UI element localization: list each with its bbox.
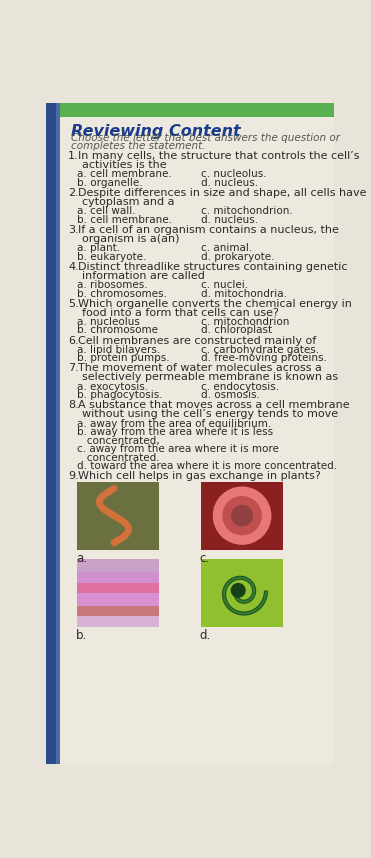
Text: Distinct threadlike structures containing genetic: Distinct threadlike structures containin… [78,262,348,272]
FancyBboxPatch shape [46,103,56,764]
Text: c. away from the area where it is more: c. away from the area where it is more [78,444,279,454]
Text: a. away from the area of equilibrium.: a. away from the area of equilibrium. [78,419,272,429]
Text: d.: d. [200,629,211,642]
Circle shape [213,487,271,544]
Text: 5.: 5. [68,299,79,309]
FancyBboxPatch shape [78,607,159,616]
Text: food into a form that cells can use?: food into a form that cells can use? [82,308,279,317]
Text: Cell membranes are constructed mainly of: Cell membranes are constructed mainly of [78,335,316,346]
Text: d. toward the area where it is more concentrated.: d. toward the area where it is more conc… [78,461,338,471]
Text: b. organelle.: b. organelle. [78,178,143,188]
FancyBboxPatch shape [201,482,283,550]
Text: 4.: 4. [68,262,79,272]
Text: 3.: 3. [68,225,79,234]
Text: without using the cell’s energy tends to move: without using the cell’s energy tends to… [82,409,338,420]
Text: a.: a. [76,552,87,565]
Text: d. nucleus.: d. nucleus. [201,178,259,188]
Text: Reviewing Content: Reviewing Content [71,124,241,139]
Text: concentrated.: concentrated. [78,452,160,462]
Text: c. nucleolus.: c. nucleolus. [201,169,267,179]
Text: c. mitochondrion: c. mitochondrion [201,317,290,327]
Text: information are called: information are called [82,271,205,281]
FancyBboxPatch shape [60,103,334,764]
Text: 1.: 1. [68,151,79,160]
Text: A substance that moves across a cell membrane: A substance that moves across a cell mem… [78,400,350,410]
Text: c. mitochondrion.: c. mitochondrion. [201,206,293,216]
Text: completes the statement.: completes the statement. [71,141,206,151]
Text: Choose the letter that best answers the question or: Choose the letter that best answers the … [71,133,340,143]
Text: d. mitochondria.: d. mitochondria. [201,288,288,299]
Text: 8.: 8. [68,400,79,410]
Text: 6.: 6. [68,335,79,346]
Text: c. animal.: c. animal. [201,243,253,253]
Text: b. chromosome: b. chromosome [78,325,158,335]
Text: d. osmosis.: d. osmosis. [201,390,260,400]
Text: b.: b. [76,629,87,642]
FancyBboxPatch shape [78,583,159,593]
Text: activities is the: activities is the [82,160,167,170]
Text: cytoplasm and a: cytoplasm and a [82,196,174,207]
Text: Which cell helps in gas exchange in plants?: Which cell helps in gas exchange in plan… [78,471,321,481]
Text: selectively permeable membrane is known as: selectively permeable membrane is known … [82,372,338,383]
Text: a. exocytosis.: a. exocytosis. [78,382,148,392]
Circle shape [232,583,245,597]
Text: 9.: 9. [68,471,79,481]
Text: b. eukaryote.: b. eukaryote. [78,251,147,262]
Text: a. cell wall.: a. cell wall. [78,206,136,216]
Text: The movement of water molecules across a: The movement of water molecules across a [78,363,322,373]
Text: a. nucleolus: a. nucleolus [78,317,140,327]
Text: Which organelle converts the chemical energy in: Which organelle converts the chemical en… [78,299,352,309]
Text: a. cell membrane.: a. cell membrane. [78,169,172,179]
Circle shape [232,505,252,526]
Text: d. free-moving proteins.: d. free-moving proteins. [201,353,327,363]
Text: organism is a(an): organism is a(an) [82,234,180,244]
FancyBboxPatch shape [78,616,159,626]
Text: concentrated,: concentrated, [78,436,160,445]
Text: 2.: 2. [68,188,79,197]
Circle shape [223,497,261,535]
Text: b. away from the area where it is less: b. away from the area where it is less [78,427,273,437]
Text: d. nucleus.: d. nucleus. [201,214,259,225]
Text: d. prokaryote.: d. prokaryote. [201,251,275,262]
Text: c.: c. [200,552,210,565]
FancyBboxPatch shape [78,572,159,583]
Text: b. cell membrane.: b. cell membrane. [78,214,173,225]
FancyBboxPatch shape [201,559,283,626]
Text: a. plant.: a. plant. [78,243,121,253]
Text: In many cells, the structure that controls the cell’s: In many cells, the structure that contro… [78,151,359,160]
Text: c. nuclei.: c. nuclei. [201,280,249,290]
FancyBboxPatch shape [60,103,334,117]
Text: Despite differences in size and shape, all cells have: Despite differences in size and shape, a… [78,188,367,197]
FancyBboxPatch shape [78,559,159,572]
FancyBboxPatch shape [78,559,159,626]
FancyBboxPatch shape [78,482,159,550]
Text: If a cell of an organism contains a nucleus, the: If a cell of an organism contains a nucl… [78,225,339,234]
Text: 7.: 7. [68,363,79,373]
FancyBboxPatch shape [56,103,60,764]
Text: b. protein pumps.: b. protein pumps. [78,353,170,363]
Text: a. ribosomes.: a. ribosomes. [78,280,148,290]
Text: c. endocytosis.: c. endocytosis. [201,382,279,392]
FancyBboxPatch shape [78,593,159,607]
Text: c. carbohydrate gates.: c. carbohydrate gates. [201,345,319,354]
Text: b. chromosomes.: b. chromosomes. [78,288,167,299]
Text: a. lipid bilayers.: a. lipid bilayers. [78,345,161,354]
Text: d. chloroplast: d. chloroplast [201,325,273,335]
Text: b. phagocytosis.: b. phagocytosis. [78,390,163,400]
